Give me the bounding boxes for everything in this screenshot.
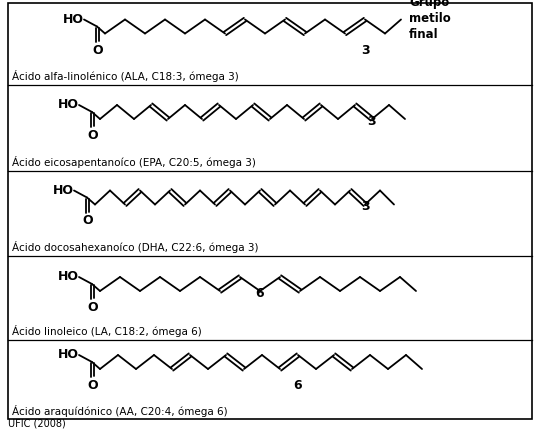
Text: Ácido docosahexanoíco (DHA, C22:6, ómega 3): Ácido docosahexanoíco (DHA, C22:6, ómega… bbox=[12, 241, 259, 253]
Text: 3: 3 bbox=[361, 200, 370, 213]
Text: O: O bbox=[92, 44, 103, 57]
Text: Grupo
metilo
final: Grupo metilo final bbox=[409, 0, 451, 41]
Text: HO: HO bbox=[53, 184, 74, 197]
Text: O: O bbox=[87, 379, 98, 392]
Text: O: O bbox=[82, 215, 93, 228]
Text: Ácido alfa-linolénico (ALA, C18:3, ómega 3): Ácido alfa-linolénico (ALA, C18:3, ómega… bbox=[12, 70, 239, 82]
Text: O: O bbox=[87, 301, 98, 314]
Text: 6: 6 bbox=[256, 287, 265, 300]
Text: Ácido eicosapentanoíco (EPA, C20:5, ómega 3): Ácido eicosapentanoíco (EPA, C20:5, ómeg… bbox=[12, 156, 256, 168]
Text: HO: HO bbox=[58, 349, 79, 362]
Text: 6: 6 bbox=[294, 379, 302, 392]
Text: O: O bbox=[87, 129, 98, 142]
Text: HO: HO bbox=[63, 13, 84, 26]
Text: HO: HO bbox=[58, 270, 79, 283]
Text: Ácido araquídónico (AA, C20:4, ómega 6): Ácido araquídónico (AA, C20:4, ómega 6) bbox=[12, 405, 228, 417]
Text: 3: 3 bbox=[361, 44, 370, 57]
Text: 3: 3 bbox=[368, 115, 377, 128]
Text: Ácido linoleico (LA, C18:2, ómega 6): Ácido linoleico (LA, C18:2, ómega 6) bbox=[12, 325, 202, 337]
Text: UFIC (2008): UFIC (2008) bbox=[8, 419, 66, 429]
Text: HO: HO bbox=[58, 98, 79, 111]
